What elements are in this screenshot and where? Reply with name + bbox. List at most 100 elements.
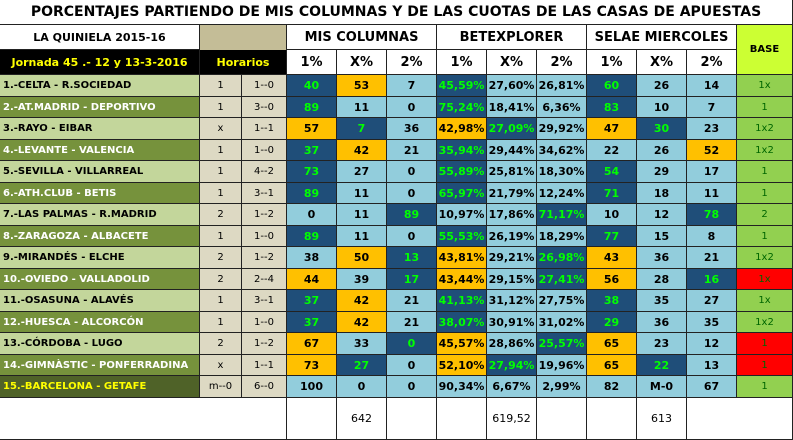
value-cell[interactable]: 0	[287, 204, 337, 226]
value-cell[interactable]: 0	[387, 97, 437, 118]
match-result[interactable]: 1--0	[242, 140, 287, 161]
value-cell[interactable]: 44	[287, 269, 337, 290]
value-cell[interactable]: 17	[687, 161, 737, 183]
value-cell[interactable]: 89	[287, 97, 337, 118]
value-cell[interactable]: 18	[637, 183, 687, 204]
value-cell[interactable]: 90,34%	[437, 376, 487, 398]
value-cell[interactable]: 21	[387, 290, 437, 312]
value-cell[interactable]: 39	[337, 269, 387, 290]
value-cell[interactable]: 54	[587, 161, 637, 183]
value-cell[interactable]: 37	[287, 290, 337, 312]
value-cell[interactable]: 27,60%	[487, 75, 537, 97]
value-cell[interactable]: 29,21%	[487, 247, 537, 269]
value-cell[interactable]: 67	[687, 376, 737, 398]
match-name[interactable]: 5.-SEVILLA - VILLARREAL	[0, 161, 200, 183]
match-name[interactable]: 13.-CÓRDOBA - LUGO	[0, 333, 200, 355]
value-cell[interactable]: 50	[337, 247, 387, 269]
value-cell[interactable]: 7	[687, 97, 737, 118]
value-cell[interactable]: 26,19%	[487, 226, 537, 247]
value-cell[interactable]: 35	[637, 290, 687, 312]
value-cell[interactable]: 71,17%	[537, 204, 587, 226]
value-cell[interactable]: 26,81%	[537, 75, 587, 97]
match-sign[interactable]: 1	[200, 75, 242, 97]
value-cell[interactable]: 33	[337, 333, 387, 355]
totals-blank[interactable]	[287, 398, 337, 440]
totals-blank[interactable]	[587, 398, 637, 440]
value-cell[interactable]: 10	[637, 97, 687, 118]
title-bar[interactable]: PORCENTAJES PARTIENDO DE MIS COLUMNAS Y …	[0, 0, 793, 25]
value-cell[interactable]: 43,81%	[437, 247, 487, 269]
match-result[interactable]: 1--2	[242, 333, 287, 355]
value-cell[interactable]: 21	[387, 140, 437, 161]
base-cell[interactable]: 1	[737, 333, 793, 355]
value-cell[interactable]: 7	[387, 75, 437, 97]
value-cell[interactable]: 17	[387, 269, 437, 290]
value-cell[interactable]: 31,12%	[487, 290, 537, 312]
sub-header[interactable]: X%	[637, 50, 687, 75]
value-cell[interactable]: 42	[337, 290, 387, 312]
value-cell[interactable]: 26,98%	[537, 247, 587, 269]
match-result[interactable]: 6--0	[242, 376, 287, 398]
base-cell[interactable]: 1x	[737, 269, 793, 290]
quiniela-label[interactable]: LA QUINIELA 2015-16	[0, 25, 200, 50]
sub-header[interactable]: 2%	[687, 50, 737, 75]
value-cell[interactable]: 28,86%	[487, 333, 537, 355]
match-name[interactable]: 1.-CELTA - R.SOCIEDAD	[0, 75, 200, 97]
group-header-0[interactable]: MIS COLUMNAS	[287, 25, 437, 50]
total-mis[interactable]: 642	[337, 398, 387, 440]
sub-header[interactable]: 1%	[587, 50, 637, 75]
value-cell[interactable]: 56	[587, 269, 637, 290]
value-cell[interactable]: 23	[637, 333, 687, 355]
value-cell[interactable]: 11	[687, 183, 737, 204]
match-result[interactable]: 1--0	[242, 75, 287, 97]
value-cell[interactable]: 6,36%	[537, 97, 587, 118]
jornada-label[interactable]: Jornada 45 .- 12 y 13-3-2016	[0, 50, 200, 75]
value-cell[interactable]: 42	[337, 312, 387, 333]
group-header-2[interactable]: SELAE MIERCOLES	[587, 25, 737, 50]
horarios-label[interactable]: Horarios	[200, 50, 287, 75]
value-cell[interactable]: 0	[387, 376, 437, 398]
value-cell[interactable]: 89	[387, 204, 437, 226]
value-cell[interactable]: 27,94%	[487, 355, 537, 376]
value-cell[interactable]: 43	[587, 247, 637, 269]
match-name[interactable]: 3.-RAYO - EIBAR	[0, 118, 200, 140]
value-cell[interactable]: 0	[387, 226, 437, 247]
value-cell[interactable]: 27,75%	[537, 290, 587, 312]
value-cell[interactable]: 18,41%	[487, 97, 537, 118]
value-cell[interactable]: 11	[337, 226, 387, 247]
base-cell[interactable]: 1x2	[737, 118, 793, 140]
value-cell[interactable]: 0	[337, 376, 387, 398]
value-cell[interactable]: 75,24%	[437, 97, 487, 118]
value-cell[interactable]: 18,30%	[537, 161, 587, 183]
value-cell[interactable]: 40	[287, 75, 337, 97]
match-result[interactable]: 2--4	[242, 269, 287, 290]
value-cell[interactable]: 35	[687, 312, 737, 333]
value-cell[interactable]: 42	[337, 140, 387, 161]
match-result[interactable]: 3--1	[242, 183, 287, 204]
base-cell[interactable]: 1x2	[737, 247, 793, 269]
value-cell[interactable]: 12	[687, 333, 737, 355]
value-cell[interactable]: 31,02%	[537, 312, 587, 333]
value-cell[interactable]: 21,79%	[487, 183, 537, 204]
match-result[interactable]: 1--0	[242, 226, 287, 247]
match-sign[interactable]: x	[200, 355, 242, 376]
value-cell[interactable]: 19,96%	[537, 355, 587, 376]
value-cell[interactable]: 83	[587, 97, 637, 118]
value-cell[interactable]: 27,09%	[487, 118, 537, 140]
value-cell[interactable]: 12	[637, 204, 687, 226]
value-cell[interactable]: 22	[587, 140, 637, 161]
value-cell[interactable]: 47	[587, 118, 637, 140]
value-cell[interactable]: 25,57%	[537, 333, 587, 355]
value-cell[interactable]: 65,97%	[437, 183, 487, 204]
value-cell[interactable]: 78	[687, 204, 737, 226]
base-cell[interactable]: 2	[737, 204, 793, 226]
value-cell[interactable]: 73	[287, 355, 337, 376]
sub-header[interactable]: X%	[487, 50, 537, 75]
match-sign[interactable]: 2	[200, 269, 242, 290]
value-cell[interactable]: 52	[687, 140, 737, 161]
match-name[interactable]: 9.-MIRANDÉS - ELCHE	[0, 247, 200, 269]
value-cell[interactable]: 43,44%	[437, 269, 487, 290]
value-cell[interactable]: 23	[687, 118, 737, 140]
base-cell[interactable]: 1	[737, 376, 793, 398]
value-cell[interactable]: 25,81%	[487, 161, 537, 183]
